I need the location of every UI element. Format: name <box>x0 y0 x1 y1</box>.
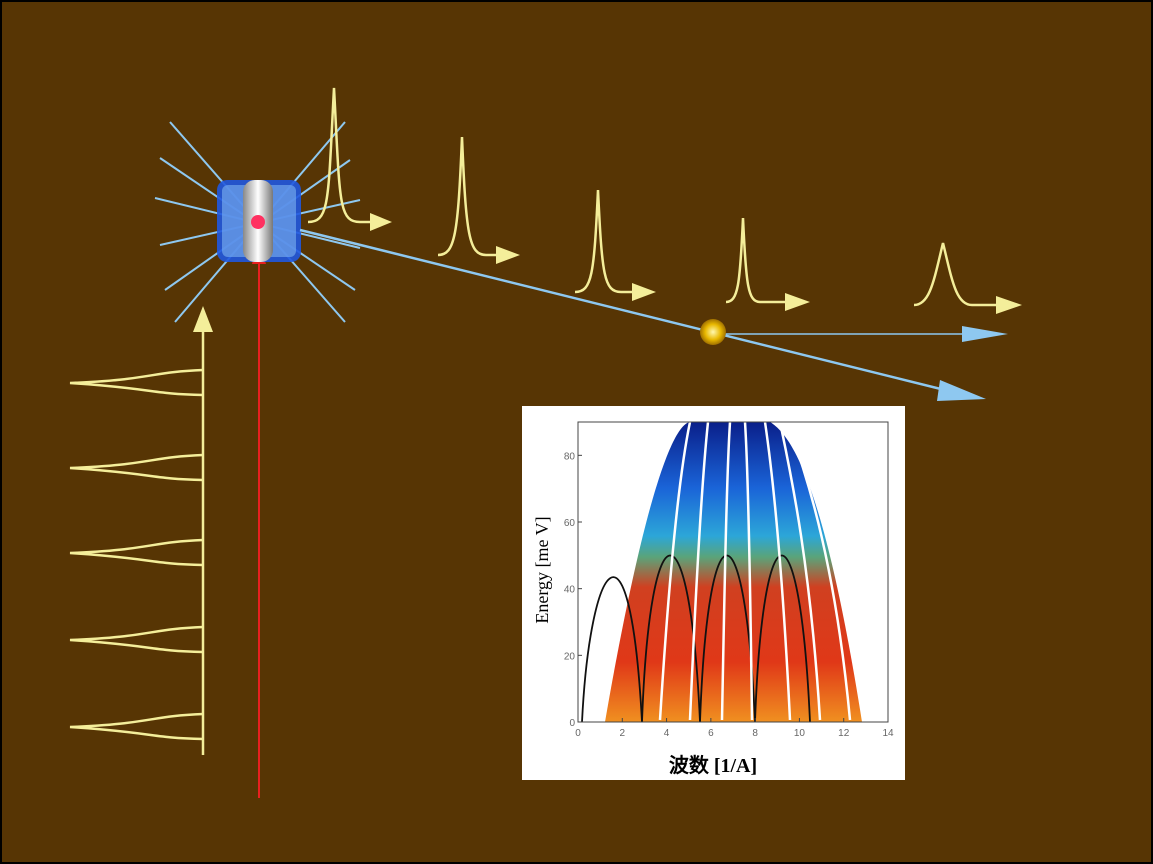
x-tick-label: 14 <box>882 728 894 739</box>
sample-cell <box>217 180 301 262</box>
x-tick-label: 2 <box>620 728 626 739</box>
y-tick-label: 0 <box>569 718 575 729</box>
x-tick-label: 12 <box>838 728 850 739</box>
y-tick-label: 60 <box>564 518 576 529</box>
x-tick-label: 6 <box>708 728 714 739</box>
y-axis-label: Energy [me V] <box>532 516 552 623</box>
x-axis-label: 波数 [1/A] <box>669 753 757 777</box>
x-tick-label: 4 <box>664 728 670 739</box>
y-tick-label: 80 <box>564 451 576 462</box>
x-tick-label: 0 <box>575 728 581 739</box>
x-tick-label: 8 <box>752 728 758 739</box>
y-tick-label: 40 <box>564 585 576 596</box>
y-tick-label: 20 <box>564 651 576 662</box>
slide: Energy [me V] 波数 [1/A] 0 2 4 6 8 10 12 14 0 20 40 6… <box>0 0 1153 864</box>
inset-plot: Energy [me V] 波数 [1/A] 0 2 4 6 8 10 12 14 0 20 40 6… <box>522 406 905 780</box>
x-tick-label: 10 <box>794 728 806 739</box>
